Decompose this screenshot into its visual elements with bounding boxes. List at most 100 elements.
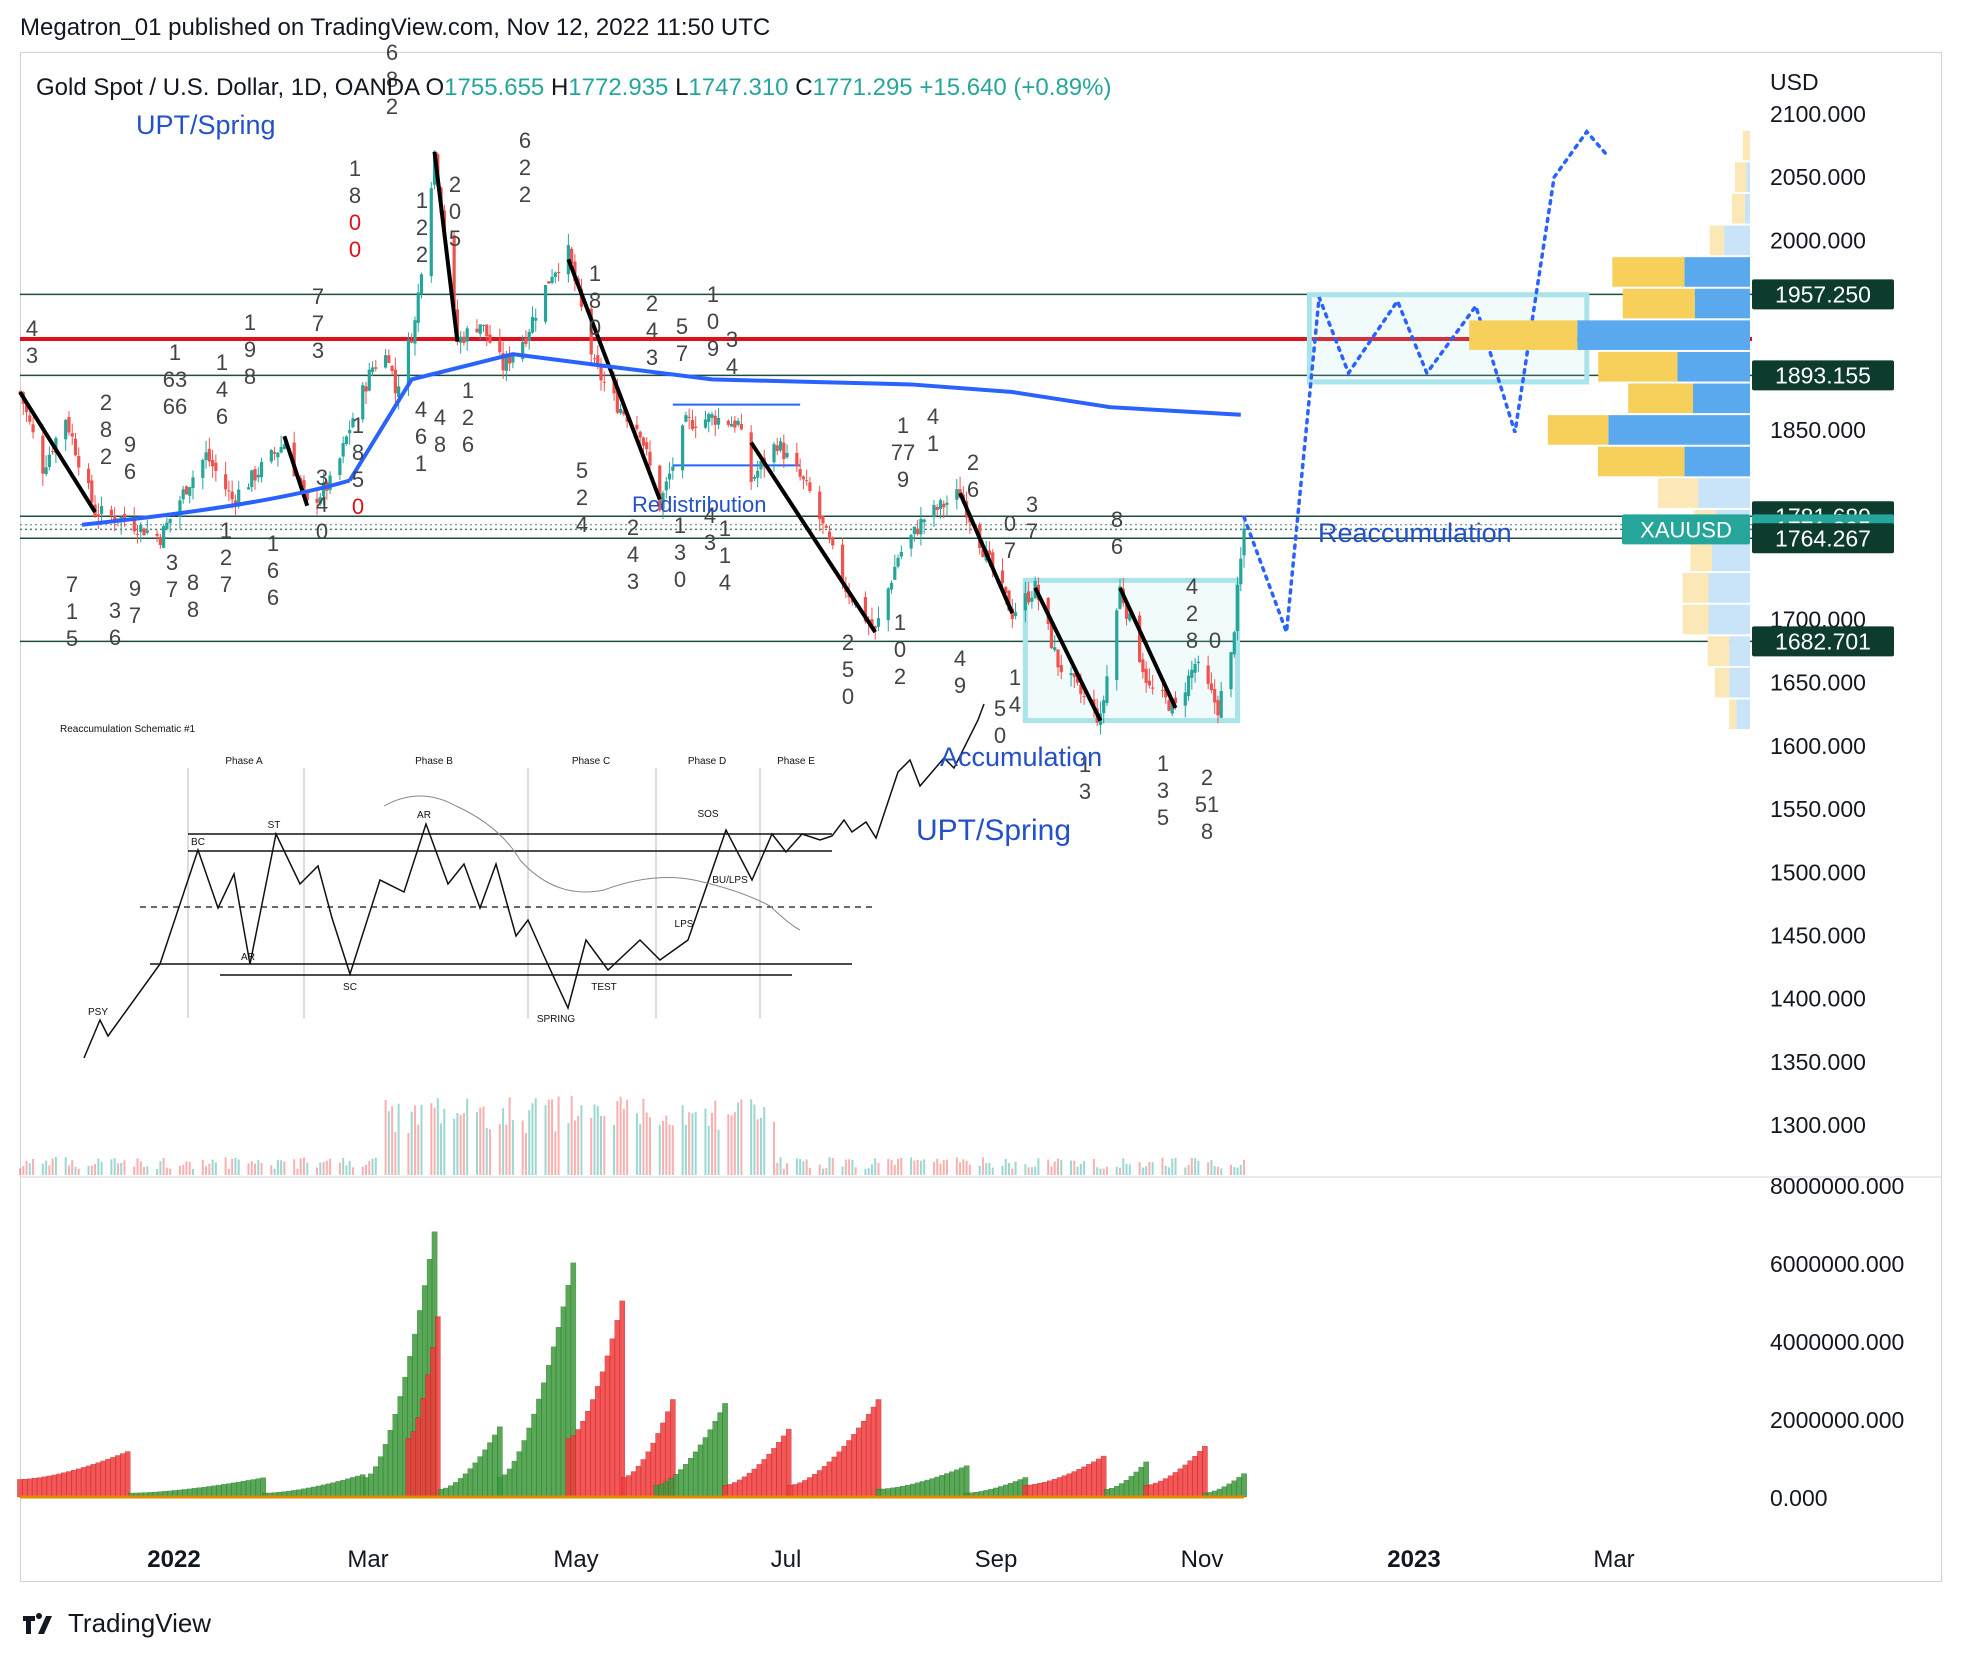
volume-bar: [498, 1123, 501, 1175]
wave-count-line: 8: [352, 440, 364, 465]
volume-bar: [1128, 1164, 1131, 1175]
volume-bar: [864, 1168, 867, 1175]
volume-bar: [711, 1112, 713, 1175]
oscillator-bar: [865, 1414, 872, 1498]
tradingview-brand[interactable]: TradingView: [20, 1608, 211, 1639]
wave-count-line: 1: [244, 310, 256, 335]
candle-body: [710, 414, 714, 418]
volume-bar: [368, 1160, 371, 1175]
wave-count-line: 5: [66, 626, 78, 651]
oscillator-bar: [958, 1467, 965, 1498]
tradingview-text: TradingView: [68, 1608, 212, 1638]
volume-bar: [694, 1112, 697, 1175]
oscillator-bar: [100, 1460, 107, 1498]
volume-bar: [1024, 1164, 1027, 1175]
oscillator-bar: [929, 1478, 936, 1498]
candle-body: [808, 482, 812, 491]
oscillator-bar: [575, 1429, 581, 1498]
oscillator-bar: [482, 1449, 488, 1498]
candle-body: [681, 425, 685, 471]
candle-body: [922, 519, 926, 523]
volume-bar: [1001, 1165, 1004, 1175]
oscillator-bar: [430, 1347, 436, 1498]
oscillator-bar: [1051, 1479, 1058, 1498]
candle-body: [390, 365, 394, 371]
profile-bar-down: [1682, 604, 1709, 635]
oscillator-bar: [1143, 1485, 1149, 1498]
profile-bar-down: [1709, 225, 1725, 256]
oscillator-bar: [467, 1468, 474, 1498]
wave-count-line: 4: [415, 397, 427, 422]
candle-body: [139, 525, 143, 532]
candle-body: [1069, 673, 1073, 676]
candle-body: [782, 442, 786, 460]
candle-body: [24, 404, 29, 413]
schematic-label: BC: [191, 837, 205, 848]
wave-count-line: 2: [576, 485, 588, 510]
upt-spring-top-label: UPT/Spring: [136, 110, 276, 140]
oscillator-bar: [1197, 1451, 1203, 1498]
oscillator-bar: [36, 1477, 43, 1498]
candle-body: [785, 452, 789, 458]
oscillator-bar: [320, 1484, 327, 1498]
candle-body: [488, 334, 492, 343]
symbol-tag-background: [1622, 514, 1750, 545]
volume-bar: [968, 1164, 971, 1175]
candle-body: [348, 429, 352, 434]
volume-bar: [466, 1098, 469, 1175]
wave-count-line: 5: [1157, 805, 1169, 830]
wave-count-line: 6: [109, 625, 121, 650]
candle-body: [77, 455, 81, 468]
volume-bar: [1119, 1167, 1122, 1175]
oscillator-bar: [1158, 1480, 1164, 1498]
wave-count-line: 3: [627, 569, 639, 594]
candle-body: [475, 328, 479, 333]
oscillator-bar: [1007, 1483, 1014, 1498]
oscillator-bar: [712, 1421, 719, 1498]
wave-count-line: 8: [1111, 507, 1123, 532]
oscillator-bar: [949, 1471, 955, 1498]
oscillator-bar: [585, 1411, 591, 1498]
candle-body: [86, 468, 91, 483]
wave-count-line: 4: [1186, 574, 1198, 599]
volume-bar: [113, 1158, 116, 1175]
volume-bar: [991, 1167, 994, 1175]
wave-counts: 4 36 8 21 8 0 01 2 22 0 56 2 27 7 31 63 661 4 61 9 82 8 2 9 61 8 5…: [26, 40, 1221, 844]
candle-body: [736, 420, 740, 425]
legend-part: Gold Spot / U.S. Dollar, 1D, OANDA: [36, 74, 425, 101]
profile-bar-up: [1684, 446, 1750, 477]
oscillator-bar: [75, 1468, 82, 1498]
candle-body: [1209, 683, 1214, 691]
candle-body: [393, 369, 397, 394]
volume-bar: [593, 1104, 596, 1175]
wave-count-line: 1: [267, 531, 279, 556]
volume-bar: [1145, 1166, 1148, 1175]
oscillator-bar: [717, 1412, 723, 1498]
range-boxes: [672, 292, 1590, 724]
candle-body: [481, 324, 486, 326]
volume-bar: [1243, 1159, 1246, 1175]
volume-bar: [773, 1121, 776, 1175]
oscillator-bar: [425, 1374, 431, 1498]
candle-body: [687, 416, 691, 418]
time-axis: 2022 Mar May Jul Sep Nov 2023 Mar: [147, 1546, 1634, 1573]
oscillator-bar: [477, 1456, 484, 1498]
volume-bar: [443, 1108, 446, 1175]
price-tick-label: 1500.000: [1770, 859, 1866, 885]
symbol-legend-line: Gold Spot / U.S. Dollar, 1D, OANDA O1755…: [36, 74, 1111, 101]
oscillator-bar: [90, 1464, 97, 1498]
candle-body: [570, 248, 574, 264]
time-tick-label: May: [553, 1546, 598, 1573]
schematic-phase-label: Phase E: [777, 756, 815, 767]
wave-count-line: 6: [386, 40, 398, 65]
candle-body: [1056, 649, 1060, 668]
schematic-label: AR: [417, 810, 431, 821]
wave-count-line: 2: [220, 545, 232, 570]
profile-bar-up: [1746, 162, 1750, 192]
oscillator-bar: [1138, 1466, 1145, 1498]
